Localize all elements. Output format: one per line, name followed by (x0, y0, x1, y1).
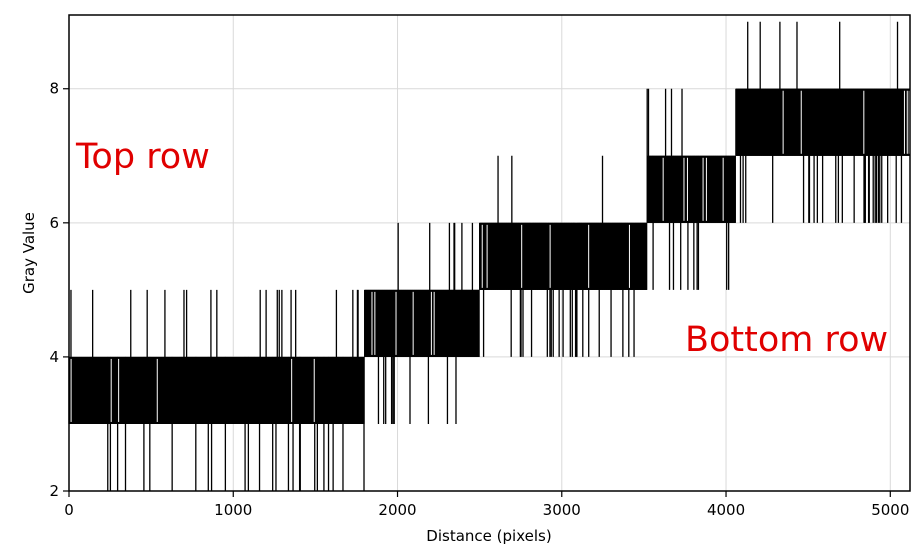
profile-band (479, 222, 648, 290)
x-tick-label: 4000 (707, 501, 745, 519)
plot-frame (68, 14, 911, 492)
annotation-top-row: Top row (75, 137, 210, 177)
y-tick-label: 2 (49, 482, 59, 500)
y-tick-label: 6 (49, 214, 59, 232)
x-axis-title: Distance (pixels) (426, 527, 551, 545)
x-tick-label: 2000 (378, 501, 416, 519)
profile-band (647, 155, 736, 223)
profile-band (364, 289, 480, 357)
x-tick-label: 1000 (214, 501, 252, 519)
ticks: 0 1000 2000 3000 4000 5000 2 4 6 8 (49, 80, 909, 519)
y-tick-label: 4 (49, 348, 59, 366)
data-series (68, 21, 910, 491)
x-tick-label: 3000 (543, 501, 581, 519)
x-tick-label: 0 (64, 501, 74, 519)
profile-band (69, 356, 365, 424)
y-axis-title: Gray Value (20, 212, 38, 294)
y-tick-label: 8 (49, 80, 59, 98)
annotation-bottom-row: Bottom row (685, 320, 888, 360)
x-tick-label: 5000 (871, 501, 909, 519)
profile-band (735, 88, 910, 156)
